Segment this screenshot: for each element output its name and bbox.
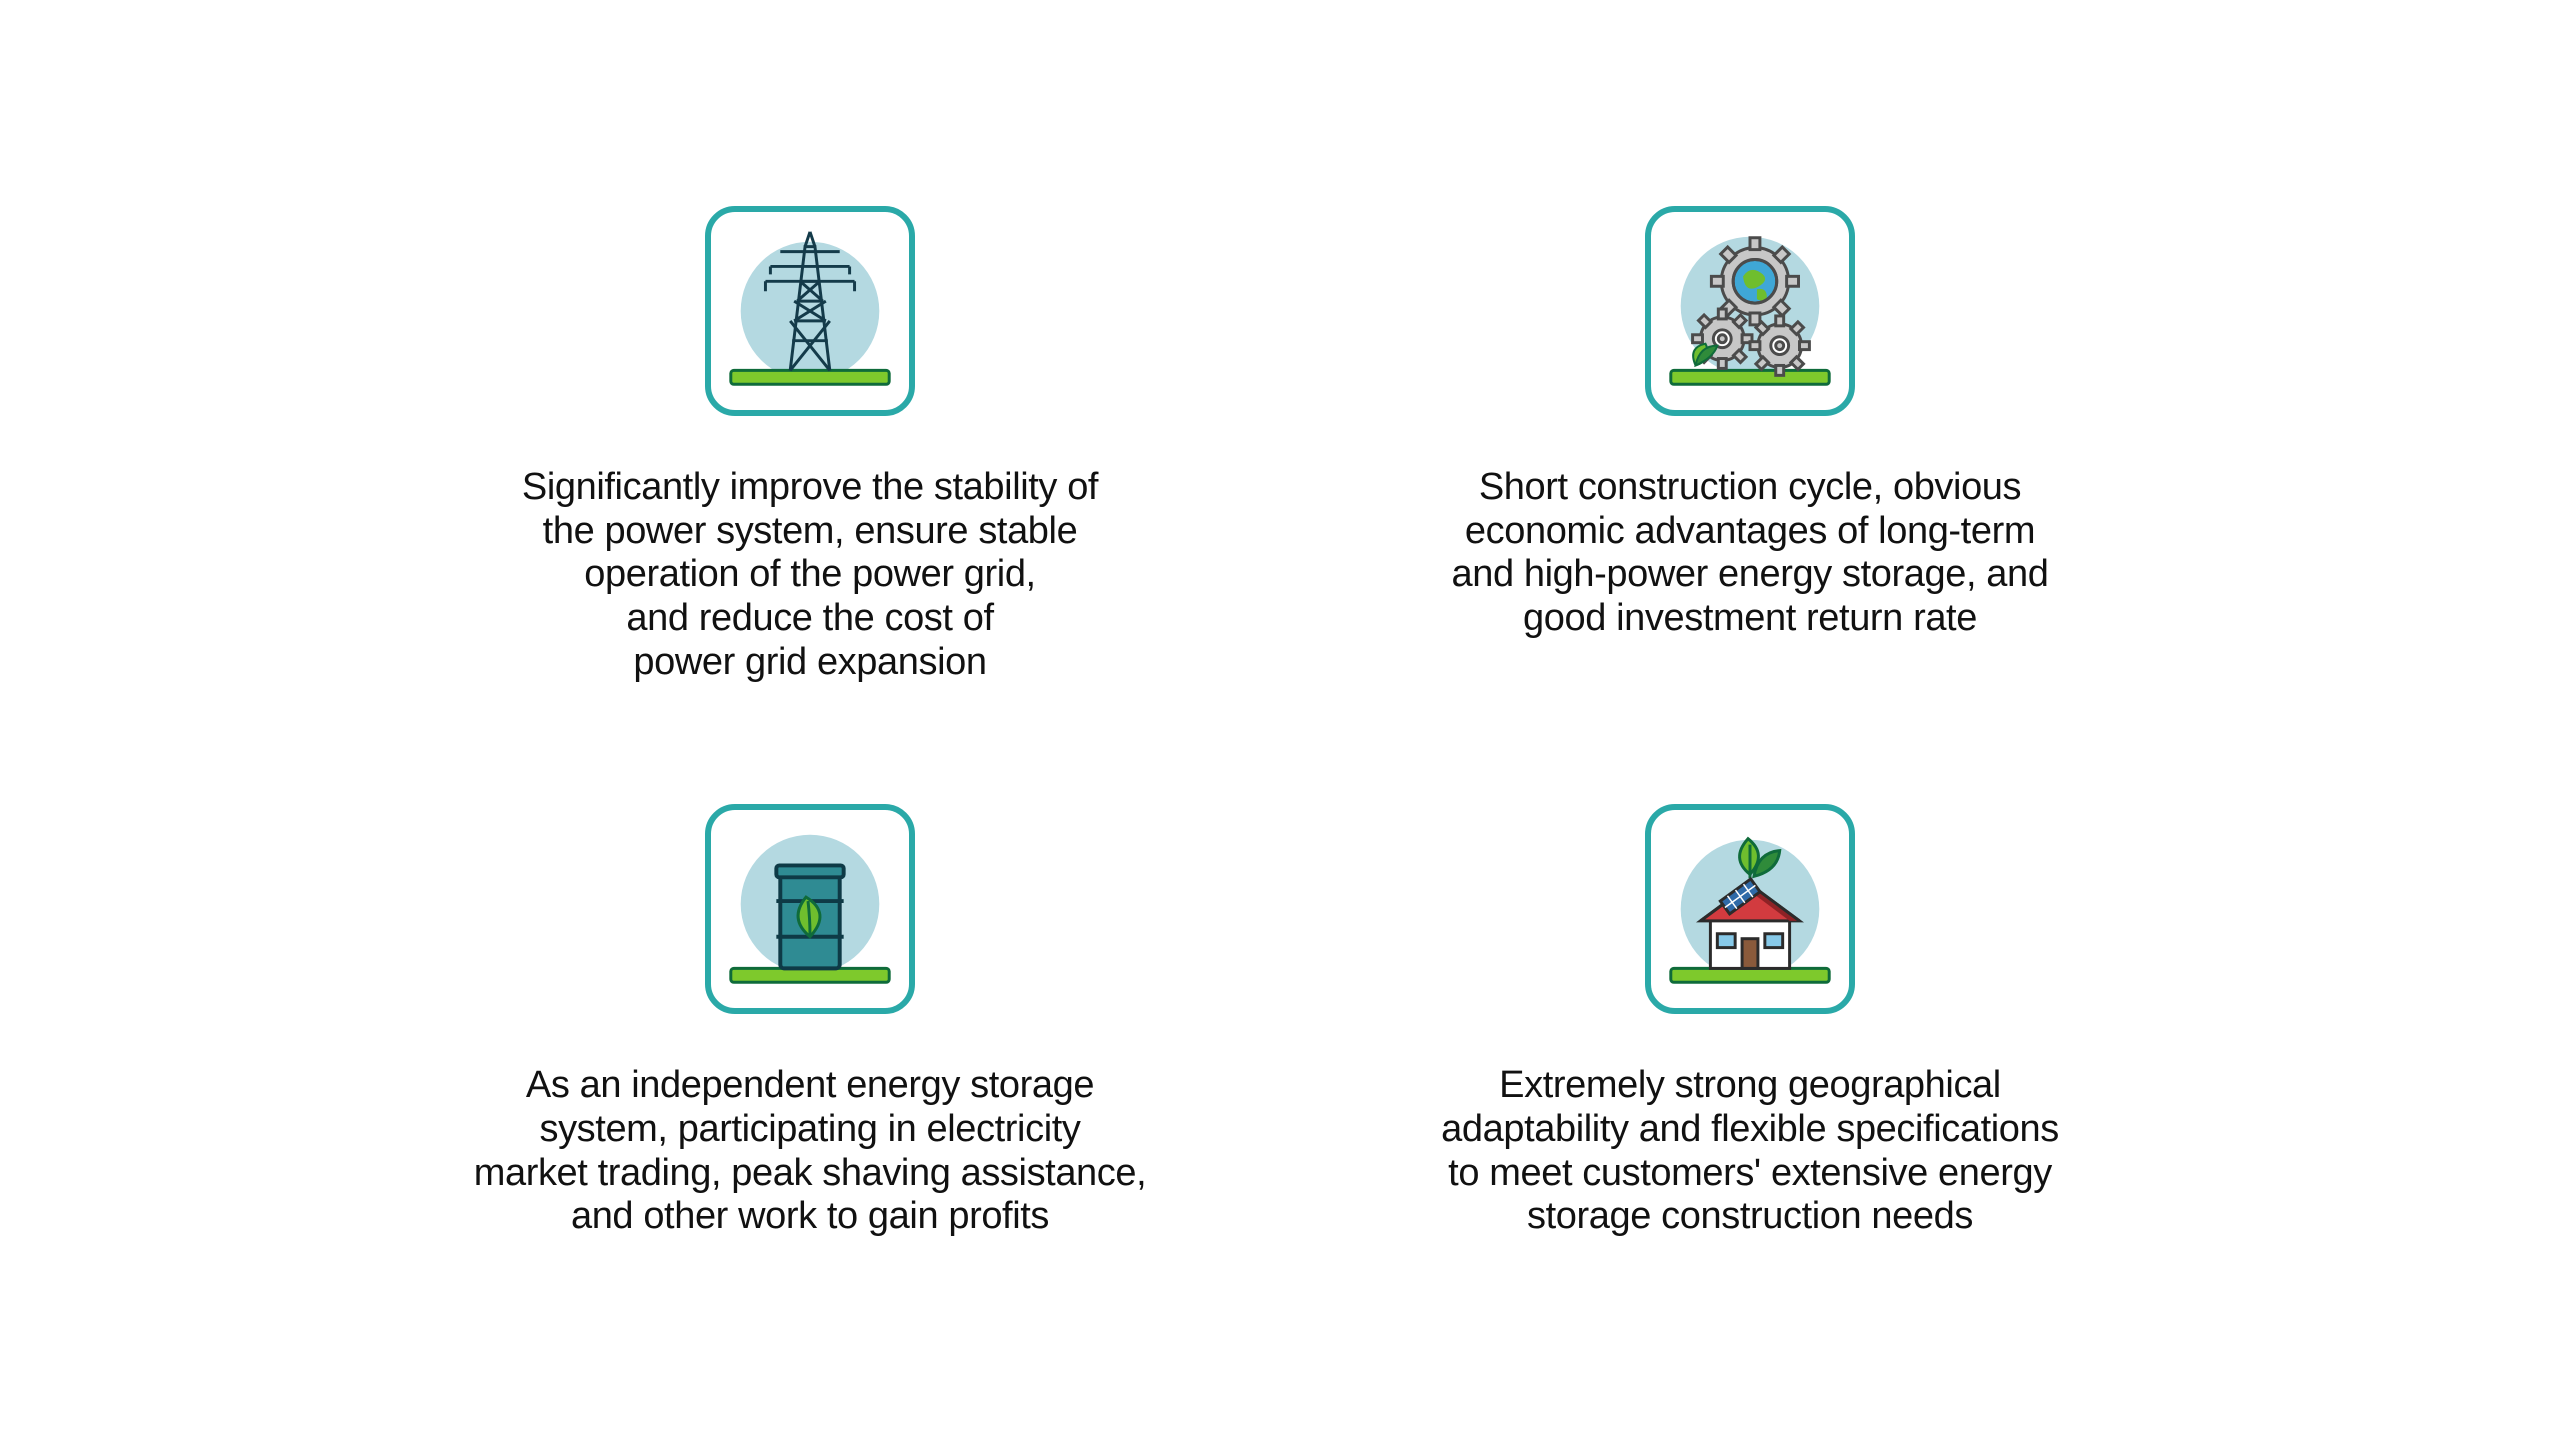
feature-power-stability: Significantly improve the stability of t… (430, 206, 1190, 684)
feature-caption: Short construction cycle, obvious econom… (1452, 466, 2049, 641)
feature-caption: As an independent energy storage system,… (474, 1064, 1147, 1239)
feature-geographical-adaptability: Extremely strong geographical adaptabili… (1370, 804, 2130, 1239)
power-tower-icon (705, 206, 915, 416)
barrel-leaf-icon (705, 804, 915, 1014)
gears-globe-icon (1645, 206, 1855, 416)
feature-caption: Significantly improve the stability of t… (522, 466, 1098, 684)
eco-house-icon (1645, 804, 1855, 1014)
infographic-grid: Significantly improve the stability of t… (430, 206, 2130, 1239)
feature-caption: Extremely strong geographical adaptabili… (1441, 1064, 2059, 1239)
feature-energy-storage-trading: As an independent energy storage system,… (430, 804, 1190, 1239)
feature-construction-cycle: Short construction cycle, obvious econom… (1370, 206, 2130, 684)
